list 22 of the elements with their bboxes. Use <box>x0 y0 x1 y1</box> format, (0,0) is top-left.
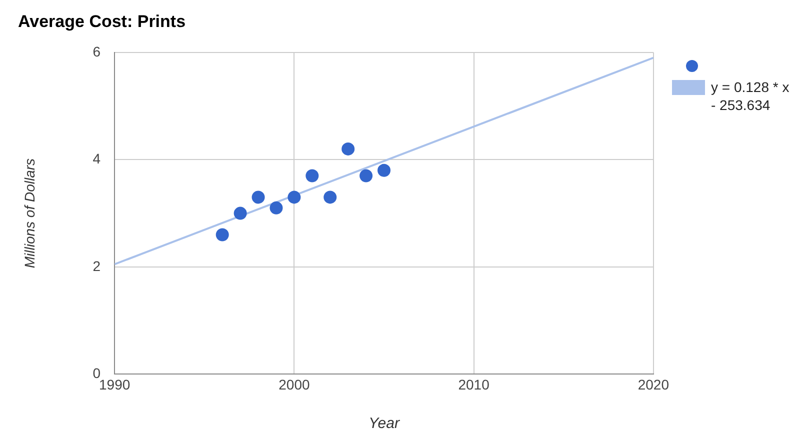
y-axis-title: Millions of Dollars <box>21 158 38 268</box>
x-tick-label: 2000 <box>278 376 310 392</box>
point <box>288 190 301 204</box>
point <box>360 169 373 182</box>
y-tick-label: 2 <box>92 258 101 274</box>
point <box>306 169 319 182</box>
point <box>252 190 265 204</box>
y-tick-label: 6 <box>92 43 101 60</box>
x-axis-title: Year <box>368 415 400 432</box>
y-tick-label: 4 <box>92 150 101 167</box>
x-tick-label: 2010 <box>458 376 490 392</box>
x-tick-label: 1990 <box>99 376 130 392</box>
point <box>342 142 355 156</box>
y-tick-label: 0 <box>92 365 101 382</box>
point <box>378 164 391 177</box>
legend-label: y = 0.128 * x - 253.634 <box>711 78 790 114</box>
point <box>324 190 337 204</box>
point <box>216 228 229 242</box>
point <box>234 206 247 220</box>
point <box>270 201 283 214</box>
x-tick-label: 2020 <box>638 376 670 392</box>
chart-title: Average Cost: Prints <box>18 12 186 31</box>
